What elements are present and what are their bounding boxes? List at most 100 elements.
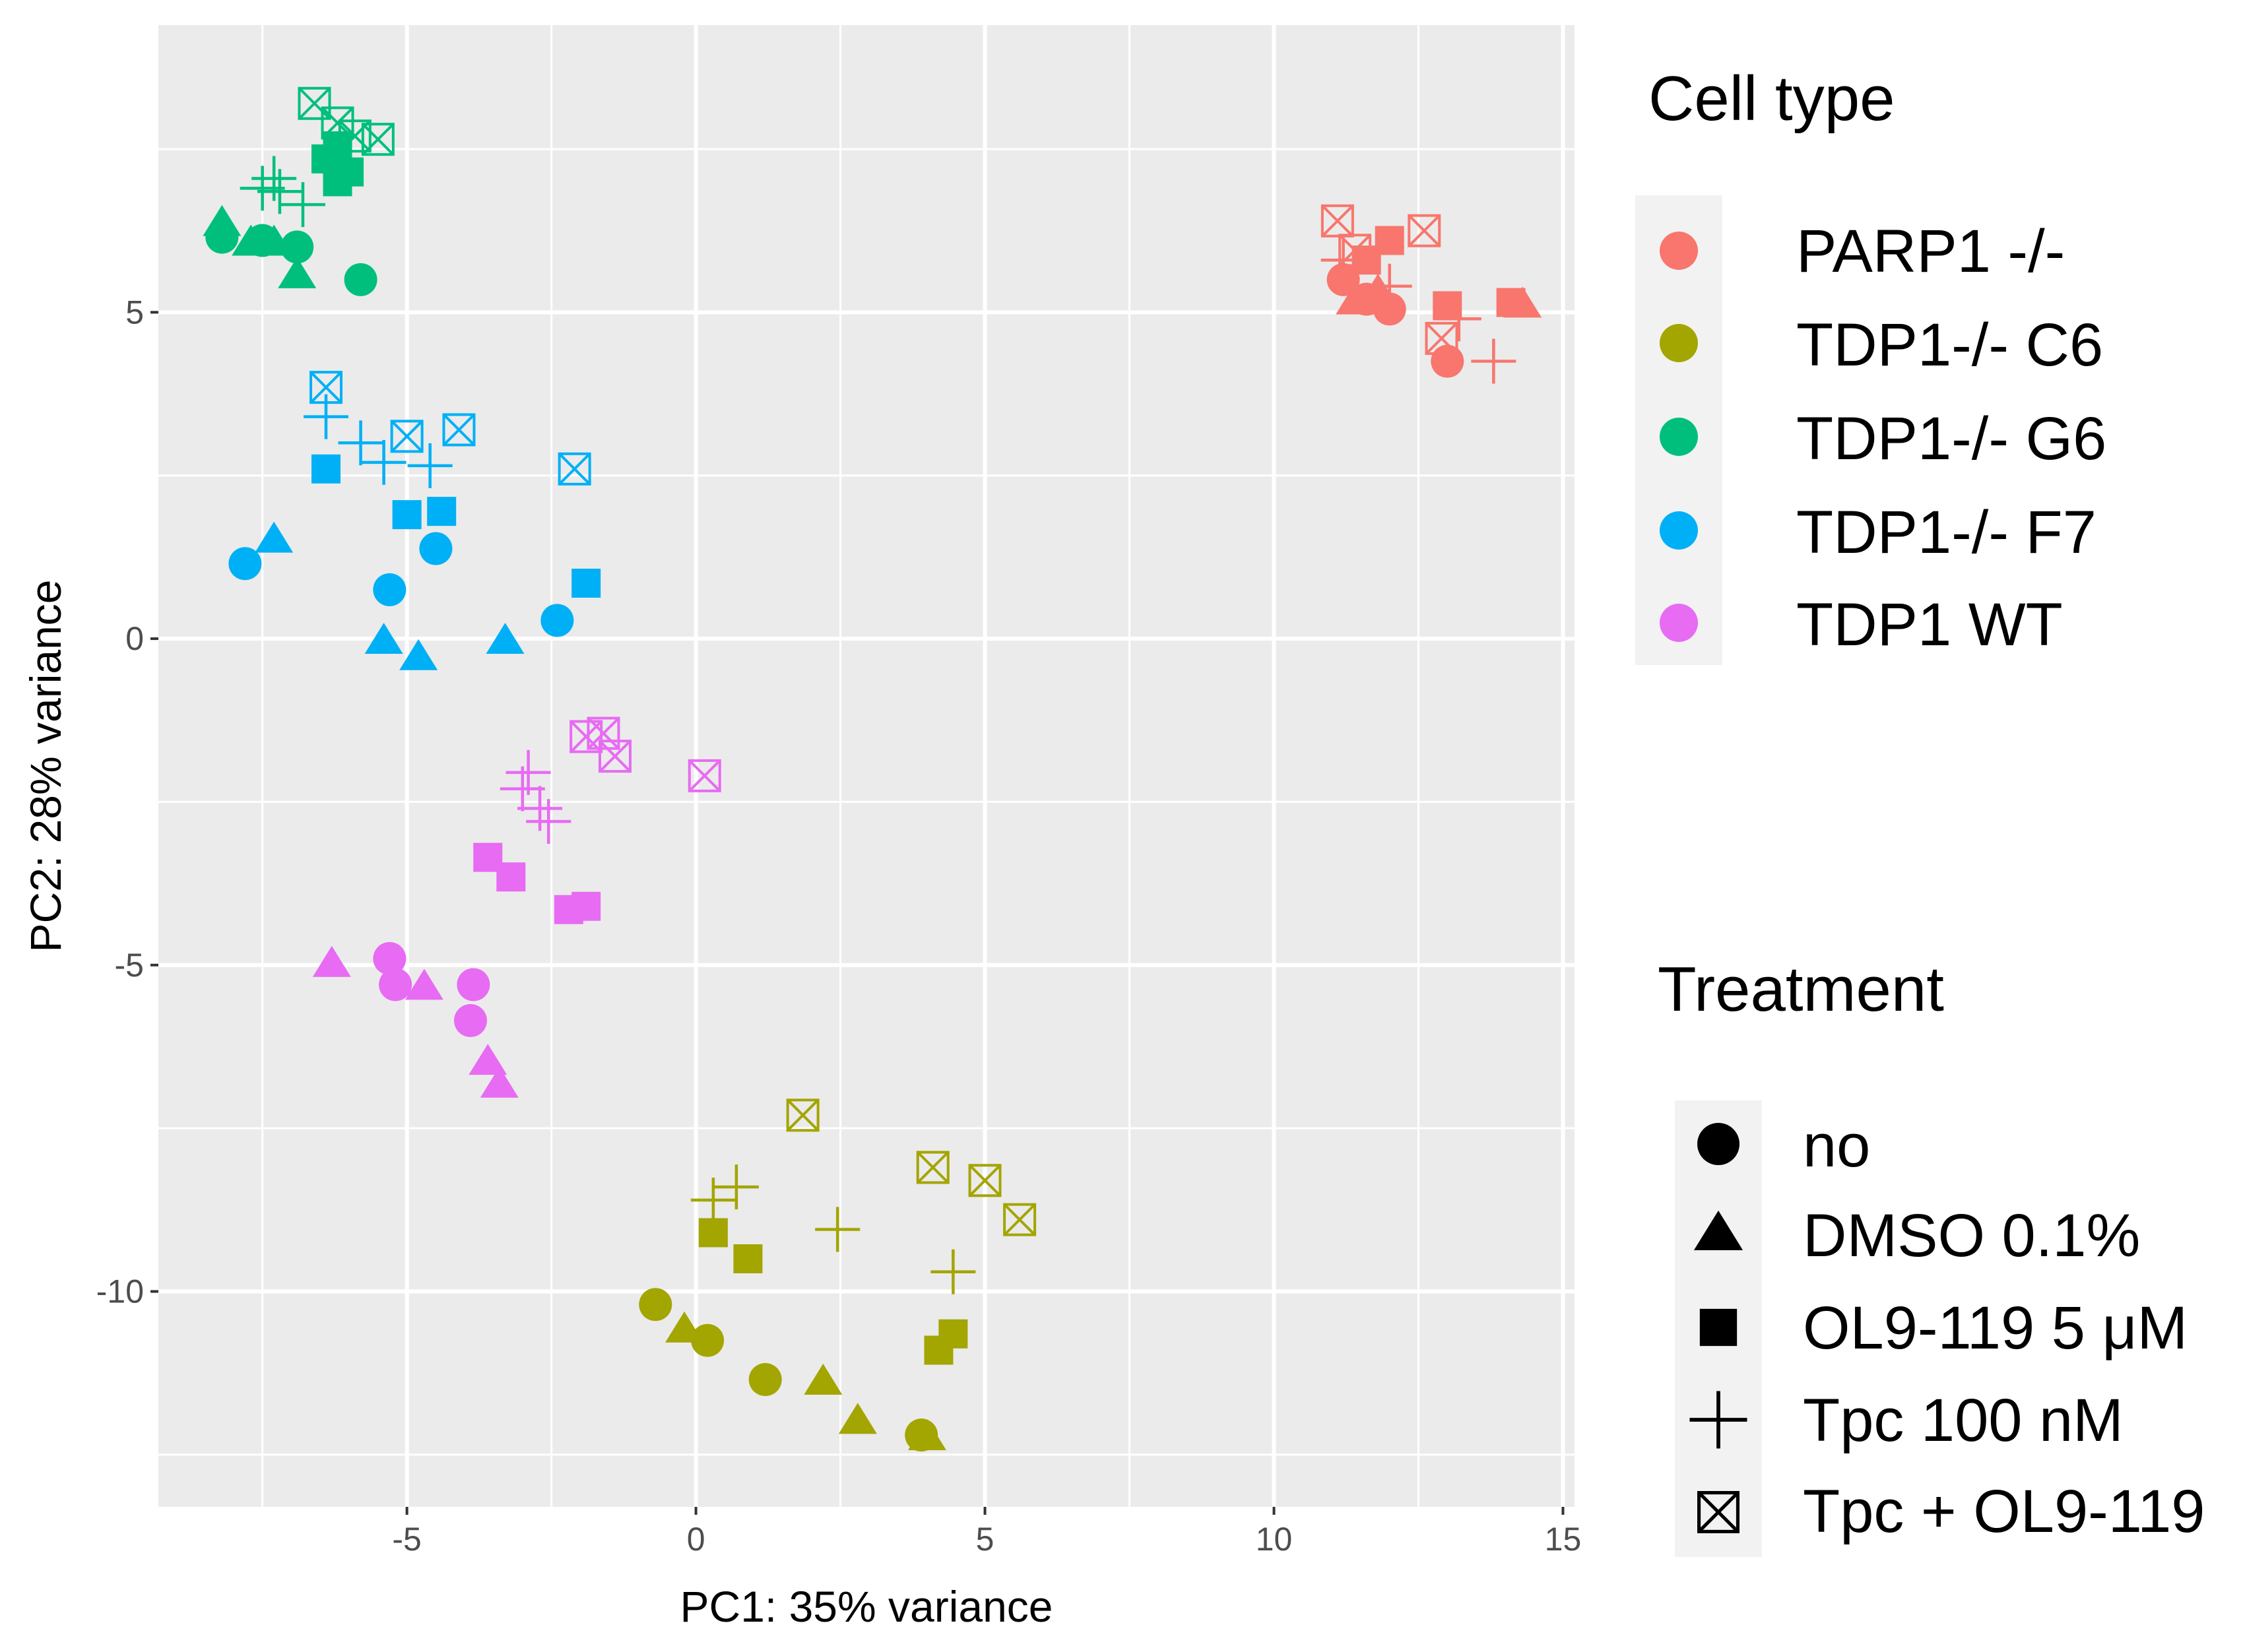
data-point: [713, 1164, 759, 1210]
data-point: [453, 1003, 487, 1037]
data-point: [1367, 263, 1412, 309]
x-tick-label: 10: [1256, 1521, 1293, 1558]
data-point: [517, 786, 563, 831]
data-point: [298, 86, 331, 120]
y-tick-label: 0: [125, 620, 144, 657]
y-axis-title: PC2: 28% variance: [21, 580, 70, 953]
data-point: [486, 623, 525, 654]
data-point: [587, 716, 620, 750]
data-point: [335, 157, 364, 187]
data-point: [505, 749, 551, 795]
shape-legend-key: [1699, 1308, 1738, 1347]
data-point: [1431, 344, 1464, 378]
color-legend-label: TDP1-/- G6: [1796, 405, 2106, 472]
data-point: [392, 500, 422, 530]
data-point: [457, 968, 490, 1001]
data-point: [665, 1311, 704, 1343]
y-tick-label: 5: [125, 294, 144, 331]
data-point: [338, 420, 383, 466]
x-axis-ticks: -5 0 5 10 15: [392, 1507, 1581, 1558]
data-point: [442, 413, 476, 447]
data-point: [405, 969, 443, 1000]
data-point: [698, 1218, 728, 1248]
shape-legend: Treatment no DMSO 0.1% OL9-119 5 μM Tpc …: [1658, 954, 2205, 1557]
color-legend-key: [1660, 418, 1698, 456]
color-legend: Cell type PARP1 -/- TDP1-/- C6 TDP1-/- G…: [1635, 63, 2106, 665]
shape-legend-label: DMSO 0.1%: [1803, 1202, 2140, 1269]
data-point: [373, 573, 406, 606]
data-point: [390, 420, 424, 453]
data-point: [907, 1419, 946, 1451]
x-tick-label: 0: [687, 1521, 705, 1558]
shape-legend-label: OL9-119 5 μM: [1803, 1294, 2188, 1362]
x-tick-label: -5: [392, 1521, 421, 1558]
data-point: [373, 941, 406, 975]
data-point: [733, 1244, 763, 1274]
data-point: [639, 1288, 672, 1321]
data-point: [1408, 214, 1441, 247]
data-point: [1320, 204, 1354, 238]
data-point: [251, 156, 297, 201]
color-legend-label: PARP1 -/-: [1796, 218, 2065, 285]
shape-legend-label: Tpc 100 nM: [1803, 1387, 2124, 1454]
x-tick-label: 15: [1545, 1521, 1582, 1558]
data-point: [379, 968, 412, 1001]
data-point: [938, 1319, 968, 1349]
data-point: [526, 799, 571, 844]
data-point: [838, 1403, 877, 1434]
data-point: [480, 1066, 519, 1098]
y-axis-ticks: -10 -5 0 5: [96, 294, 158, 1310]
data-point: [1496, 288, 1526, 317]
data-point: [278, 257, 317, 288]
data-point: [1433, 291, 1462, 321]
data-point: [203, 205, 242, 236]
data-point: [407, 443, 453, 488]
shape-legend-key: [1697, 1123, 1739, 1165]
color-legend-label: TDP1-/- C6: [1796, 311, 2103, 379]
x-tick-label: 5: [976, 1521, 994, 1558]
data-point: [930, 1249, 976, 1294]
data-point: [361, 123, 395, 156]
data-point: [786, 1098, 820, 1132]
data-point: [323, 131, 352, 161]
data-point: [558, 452, 591, 486]
data-point: [1003, 1203, 1037, 1236]
data-point: [344, 263, 377, 296]
shape-legend-key: [1689, 1391, 1747, 1449]
shape-legend-title: Treatment: [1658, 954, 1944, 1025]
data-point: [968, 1164, 1002, 1197]
shape-legend-label: no: [1803, 1112, 1870, 1180]
data-point: [361, 439, 406, 485]
data-point: [688, 759, 721, 792]
y-tick-label: -5: [115, 947, 144, 984]
data-point: [419, 532, 453, 565]
data-point: [364, 623, 403, 654]
data-point: [540, 604, 574, 637]
data-point: [312, 945, 351, 977]
data-point: [496, 862, 526, 892]
data-point: [427, 497, 457, 526]
x-axis-title: PC1: 35% variance: [680, 1582, 1053, 1631]
data-point: [1471, 338, 1516, 384]
color-legend-label: TDP1-/- F7: [1796, 499, 2097, 566]
data-point: [804, 1364, 843, 1395]
data-point: [571, 891, 601, 921]
color-legend-key: [1660, 511, 1698, 550]
data-point: [748, 1363, 782, 1397]
data-point: [309, 371, 343, 404]
data-point: [399, 639, 438, 670]
data-point: [916, 1151, 950, 1184]
data-point: [228, 547, 262, 581]
data-point: [255, 521, 294, 553]
data-point: [571, 568, 601, 598]
color-legend-key: [1660, 232, 1698, 270]
y-tick-label: -10: [96, 1273, 144, 1310]
shape-legend-label: Tpc + OL9-119: [1803, 1478, 2205, 1545]
color-legend-key: [1660, 604, 1698, 642]
data-point: [815, 1207, 861, 1252]
data-point: [1436, 296, 1481, 342]
data-point: [321, 106, 354, 140]
data-point: [469, 1044, 507, 1075]
color-legend-key: [1660, 324, 1698, 362]
